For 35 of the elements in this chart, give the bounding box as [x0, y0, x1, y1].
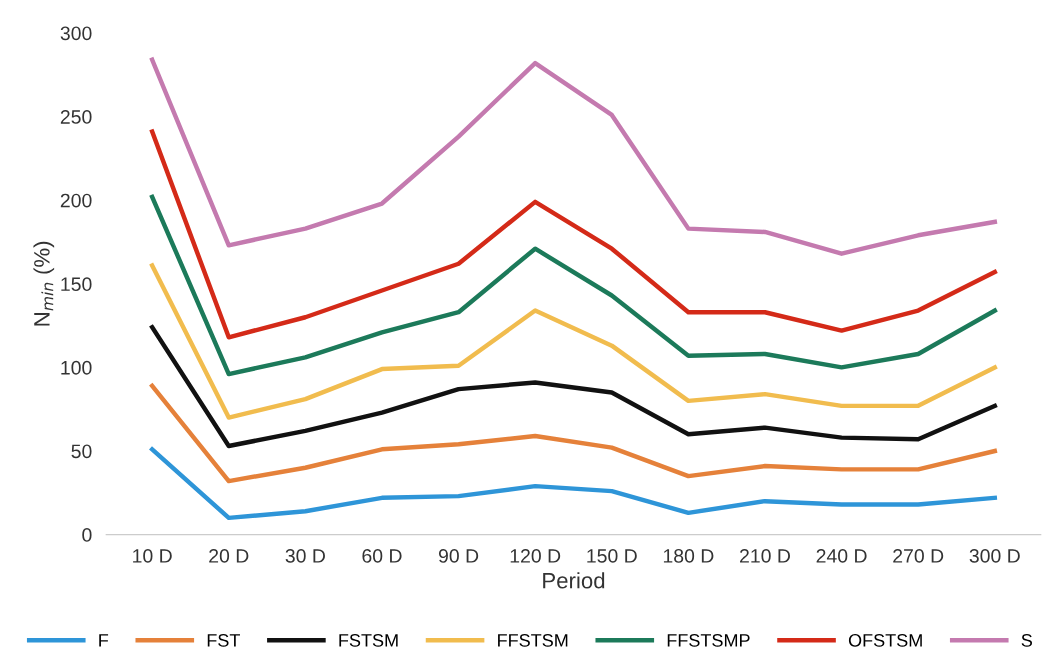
y-tick-label: 100 [61, 360, 92, 375]
y-tick-label: 300 [60, 26, 92, 41]
x-tick-label: 120 D [510, 549, 561, 563]
legend-label: FFSTSMP [667, 634, 750, 647]
x-tick-label: 180 D [663, 549, 714, 563]
line-series [149, 383, 998, 484]
legend-label: S [1021, 634, 1032, 647]
legend-label: FST [207, 634, 240, 647]
y-axis-title: N$_{min}$ (%) [33, 241, 55, 326]
line-series [149, 57, 998, 256]
line-series [149, 447, 998, 521]
y-tick-label: 250 [60, 110, 92, 124]
line-series [149, 263, 998, 420]
y-tick-label: 0 [82, 528, 92, 542]
x-tick-label: 300 D [969, 549, 1020, 563]
x-tick-label: 20 D [209, 549, 249, 563]
x-tick-label: 210 D [740, 549, 790, 563]
x-axis-title: Period [543, 572, 605, 589]
legend-label: FFSTSM [498, 634, 568, 647]
x-tick-label: 90 D [438, 549, 479, 563]
y-tick-label: 150 [61, 277, 92, 292]
line-series [149, 325, 998, 449]
x-tick-label: 270 D [893, 549, 944, 563]
y-tick-label: 200 [60, 193, 92, 208]
y-tick-label: 50 [71, 444, 92, 459]
line-series [149, 194, 998, 377]
x-tick-label: 240 D [816, 549, 867, 563]
legend-label: OFSTSM [848, 634, 922, 647]
x-tick-label: 150 D [587, 549, 637, 563]
x-tick-label: 10 D [133, 549, 172, 563]
x-tick-label: 30 D [285, 549, 325, 563]
line-series [149, 129, 998, 340]
legend-label: FSTSM [339, 634, 398, 647]
x-tick-label: 60 D [362, 549, 402, 563]
legend-label: F [99, 634, 109, 647]
